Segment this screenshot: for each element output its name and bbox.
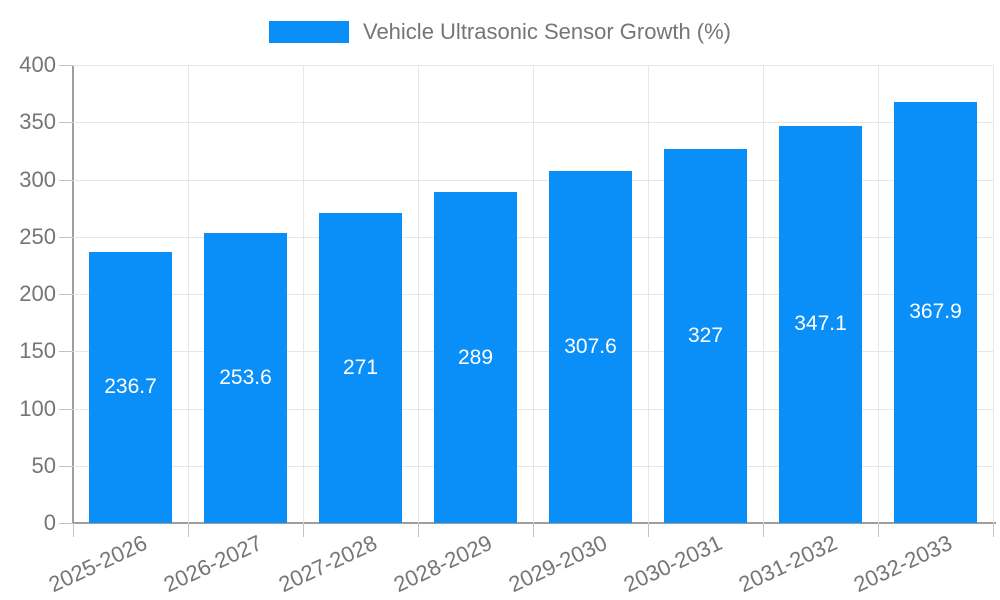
y-tick-label: 100 [19, 395, 56, 421]
x-tick-label: 2028-2029 [390, 530, 497, 598]
y-tick-label: 0 [43, 510, 56, 535]
x-axis-line [72, 522, 996, 524]
v-gridline [418, 65, 419, 523]
y-tick-label: 50 [31, 452, 56, 478]
x-tick-label: 2025-2026 [45, 530, 152, 598]
y-axis-tick [59, 65, 73, 66]
v-gridline [533, 65, 534, 523]
bar[interactable] [779, 126, 862, 523]
v-gridline [993, 65, 994, 523]
x-axis-tick [993, 523, 994, 537]
bar[interactable] [204, 233, 287, 523]
legend-swatch[interactable] [268, 21, 349, 43]
x-tick-label: 2029-2030 [505, 530, 612, 598]
x-tick-label: 2032-2033 [850, 530, 957, 598]
legend-label[interactable]: Vehicle Ultrasonic Sensor Growth (%) [362, 19, 732, 44]
x-axis-tick [418, 523, 419, 537]
y-axis-tick [59, 408, 73, 410]
chart-legend[interactable]: Vehicle Ultrasonic Sensor Growth (%) [0, 18, 1000, 46]
y-tick-label: 350 [19, 109, 56, 135]
bar-value-label: 289 [457, 346, 494, 369]
x-tick-label: 2031-2032 [735, 530, 842, 598]
y-axis-tick [59, 294, 73, 295]
bar[interactable] [549, 171, 632, 523]
bar[interactable] [319, 213, 402, 523]
bar-value-label: 253.6 [219, 366, 272, 389]
y-axis-tick [59, 122, 73, 124]
bar-value-label: 327 [687, 324, 724, 347]
x-axis-tick [188, 523, 189, 537]
y-tick-label: 250 [19, 223, 56, 249]
x-tick-label: 2027-2028 [275, 530, 382, 598]
x-axis-tick [878, 523, 879, 537]
y-tick-label: 400 [19, 52, 56, 77]
y-axis-tick [59, 179, 73, 181]
v-gridline [878, 65, 879, 523]
y-axis-tick [59, 465, 73, 467]
y-tick-label: 150 [19, 338, 56, 364]
v-gridline [763, 65, 764, 523]
bar[interactable] [89, 252, 172, 523]
bar-value-label: 367.9 [909, 300, 962, 323]
x-axis-tick [648, 523, 649, 537]
v-gridline [188, 65, 189, 523]
x-tick-label: 2030-2031 [620, 530, 727, 598]
y-tick-label: 200 [19, 281, 56, 306]
bar[interactable] [434, 192, 517, 523]
bar[interactable] [894, 102, 977, 523]
y-tick-label: 300 [19, 166, 56, 192]
bar-value-label: 347.1 [794, 312, 847, 335]
x-axis-tick [533, 523, 534, 537]
v-gridline [648, 65, 649, 523]
y-axis-tick [59, 523, 73, 524]
y-axis-tick [59, 351, 73, 353]
bar-value-label: 307.6 [564, 335, 617, 358]
bar-value-label: 236.7 [104, 375, 157, 398]
x-tick-label: 2026-2027 [160, 530, 267, 598]
v-gridline [303, 65, 304, 523]
bar-value-label: 271 [342, 356, 379, 379]
x-axis-tick [73, 523, 74, 537]
bar[interactable] [664, 149, 747, 523]
x-axis-tick [303, 523, 304, 537]
x-axis-tick [763, 523, 764, 537]
y-axis-tick [59, 236, 73, 238]
